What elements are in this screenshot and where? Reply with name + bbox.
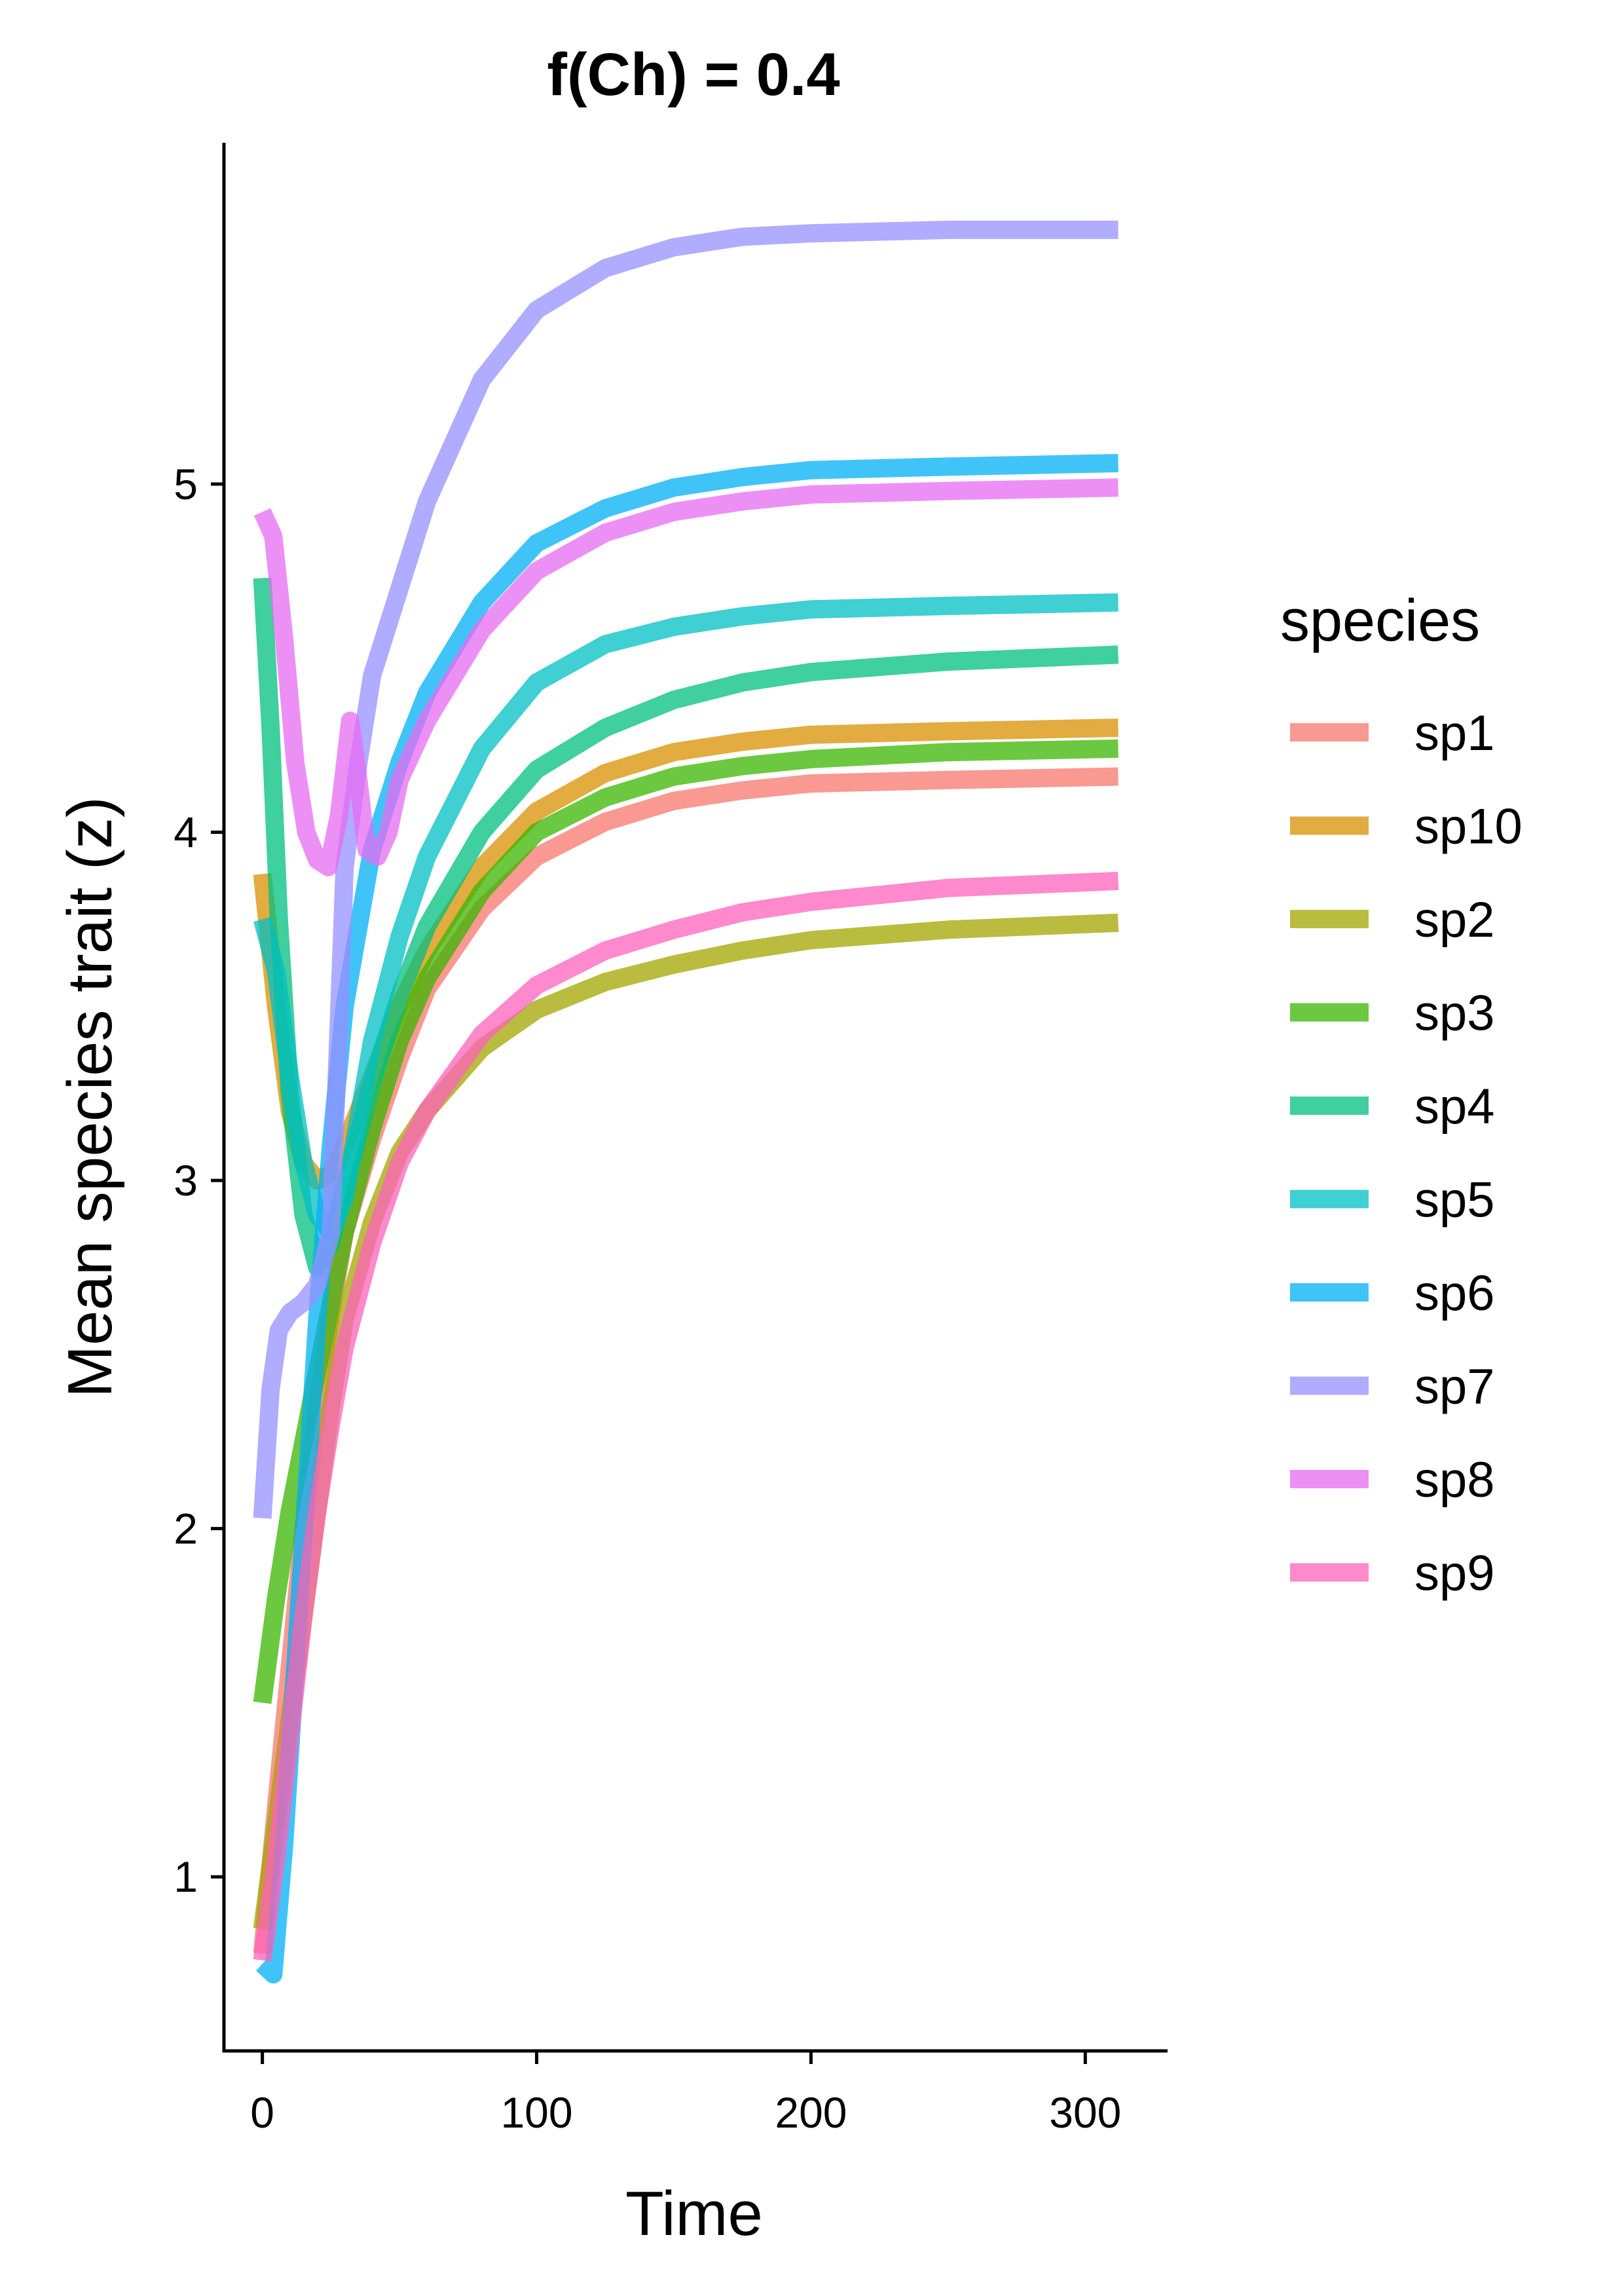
legend: sp1 sp10 sp2 sp3 sp4 sp5 sp6 sp7 sp8 sp9: [1290, 705, 1522, 1602]
x-tick-label: 300: [1049, 2088, 1121, 2137]
legend-label-sp3: sp3: [1414, 986, 1495, 1042]
x-tick-label: 0: [250, 2088, 274, 2137]
legend-label-sp2: sp2: [1414, 892, 1495, 948]
series-line-sp5: [253, 593, 1118, 1242]
legend-label-sp9: sp9: [1414, 1546, 1495, 1602]
legend-label-sp4: sp4: [1414, 1079, 1495, 1135]
y-ticks: 1 2 3 4 5: [174, 460, 224, 1901]
y-tick-label: 2: [174, 1505, 198, 1553]
y-tick-label: 3: [174, 1156, 198, 1205]
legend-label-sp5: sp5: [1414, 1173, 1495, 1228]
legend-label-sp6: sp6: [1414, 1266, 1495, 1321]
series-line-sp9: [253, 871, 1119, 1962]
legend-title: species: [1280, 588, 1480, 654]
x-tick-label: 100: [500, 2088, 572, 2137]
legend-label-sp8: sp8: [1414, 1452, 1495, 1508]
series-line-sp8: [253, 478, 1118, 876]
chart-title: f(Ch) = 0.4: [547, 41, 840, 108]
legend-label-sp1: sp1: [1414, 705, 1495, 761]
series-line-sp7: [253, 220, 1118, 1519]
series-layer: [253, 220, 1119, 1984]
x-ticks: 0 100 200 300: [250, 2051, 1121, 2137]
y-tick-label: 1: [174, 1852, 198, 1901]
x-tick-label: 200: [775, 2088, 847, 2137]
y-axis-title: Mean species trait (z): [55, 797, 125, 1398]
legend-label-sp7: sp7: [1414, 1359, 1495, 1415]
x-axis-title: Time: [625, 2179, 763, 2249]
y-tick-label: 4: [174, 808, 198, 857]
y-tick-label: 5: [174, 460, 198, 508]
legend-label-sp10: sp10: [1414, 799, 1522, 855]
